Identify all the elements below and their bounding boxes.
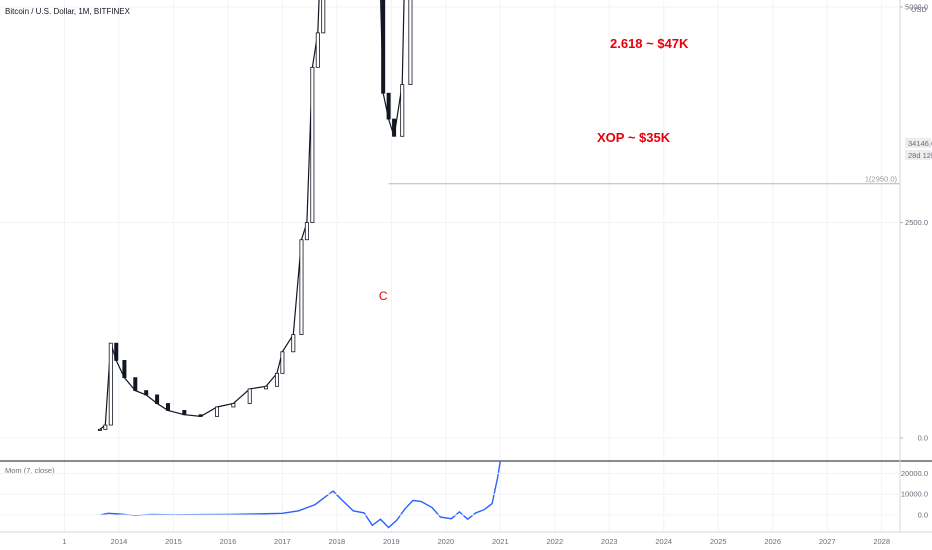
grid: [0, 0, 900, 532]
price-candle: [97, 428, 102, 431]
price-candle: [114, 342, 119, 361]
price-candle: [291, 334, 296, 353]
wave-labels: ABC: [110, 289, 388, 550]
price-candle: [321, 0, 326, 34]
last-price-value: 34146.0: [908, 139, 932, 148]
x-tick-label: 2016: [220, 537, 237, 546]
price-candle: [280, 351, 285, 374]
x-tick-label: 2026: [764, 537, 781, 546]
price-candle: [315, 32, 320, 68]
price-candle: [144, 390, 149, 396]
price-candle: [392, 118, 397, 137]
x-tick-label: 2028: [873, 537, 890, 546]
price-candle: [122, 360, 127, 379]
price-candle: [264, 385, 269, 390]
price-candle: [400, 84, 405, 137]
price-candle: [165, 403, 170, 411]
price-candle: [304, 222, 309, 241]
indicator-label: Mom (7, close): [5, 466, 55, 475]
price-candle: [182, 410, 187, 416]
y-tick-label: 2500.0: [905, 218, 928, 227]
price-candle: [198, 414, 203, 417]
x-tick-label: 2023: [601, 537, 618, 546]
price-candle: [108, 342, 113, 426]
xop-annotation: XOP ~ $35K: [597, 130, 671, 145]
x-tick-label: 2017: [274, 537, 291, 546]
price-line: [99, 0, 405, 430]
price-axis[interactable]: 0.02500.05000.07500.010000.012500.015000…: [900, 0, 928, 443]
wave-label-a: A: [110, 548, 118, 550]
price-candle: [274, 372, 279, 387]
price-candle: [247, 388, 252, 404]
x-tick-label: 2021: [492, 537, 509, 546]
price-candle: [381, 0, 386, 94]
price-candle: [103, 424, 108, 430]
indicator-tick-label: 20000.0: [901, 469, 928, 478]
price-candle: [155, 394, 160, 404]
x-tick-label: 2027: [819, 537, 836, 546]
countdown-value: 28d 12h: [908, 151, 932, 160]
chart-title: Bitcoin / U.S. Dollar, 1M, BITFINEX: [5, 7, 131, 16]
y-tick-label: 5000.0: [905, 3, 928, 12]
x-tick-label: 2014: [111, 537, 128, 546]
x-tick-label: 2024: [655, 537, 672, 546]
countdown-badge: [905, 150, 931, 160]
last-price-badge: [905, 138, 931, 148]
x-tick-label: 2022: [546, 537, 563, 546]
x-tick-label: 2015: [165, 537, 182, 546]
currency-label: USD: [911, 5, 927, 14]
target-annotation: 2.618 ~ $47K: [610, 36, 689, 51]
fib-label: 1(2950.0): [865, 175, 898, 184]
price-candle: [133, 377, 138, 391]
price-candle: [299, 239, 304, 335]
price-candle: [215, 406, 220, 417]
wave-label-c: C: [379, 289, 388, 303]
price-candle: [386, 92, 391, 120]
price-candle: [408, 0, 413, 85]
time-axis[interactable]: 1 2014 2015 2016 2017 2018 2019 2020 2021 2022 202…: [62, 537, 890, 546]
x-tick-label: 2019: [383, 537, 400, 546]
indicator-tick-label: 10000.0: [901, 490, 928, 499]
x-tick-label: 2018: [329, 537, 346, 546]
x-tick-label: 1: [62, 537, 66, 546]
indicator-tick-label: 0.0: [918, 511, 928, 520]
y-tick-label: 0.0: [918, 434, 928, 443]
price-candle: [231, 403, 236, 408]
price-candle: [310, 66, 315, 223]
fibonacci-levels: 0(34933.4)0.382(22715.7)0.618(15167.6)1(…: [388, 175, 900, 185]
x-tick-label: 2020: [437, 537, 454, 546]
price-series: [97, 0, 413, 431]
x-tick-label: 2025: [710, 537, 727, 546]
indicator-axis: 20000.0 10000.0 0.0: [0, 469, 928, 520]
